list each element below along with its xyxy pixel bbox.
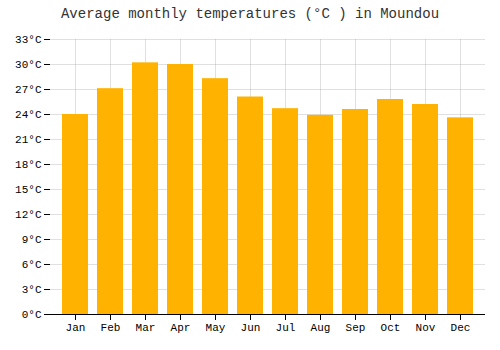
svg-text:Apr: Apr	[171, 322, 191, 334]
svg-text:6°C: 6°C	[22, 259, 42, 271]
svg-text:18°C: 18°C	[15, 159, 42, 171]
svg-text:33°C: 33°C	[15, 34, 42, 46]
svg-text:9°C: 9°C	[22, 234, 42, 246]
svg-text:3°C: 3°C	[22, 284, 42, 296]
svg-text:Jul: Jul	[276, 322, 296, 334]
svg-text:Nov: Nov	[416, 322, 436, 334]
svg-text:Sep: Sep	[346, 322, 366, 334]
svg-text:Jan: Jan	[66, 322, 86, 334]
svg-text:30°C: 30°C	[15, 59, 42, 71]
svg-text:27°C: 27°C	[15, 84, 42, 96]
svg-text:Mar: Mar	[136, 322, 156, 334]
svg-text:Oct: Oct	[381, 322, 401, 334]
svg-text:15°C: 15°C	[15, 184, 42, 196]
svg-text:Dec: Dec	[451, 322, 471, 334]
svg-text:Feb: Feb	[101, 322, 121, 334]
svg-text:Aug: Aug	[311, 322, 331, 334]
svg-text:12°C: 12°C	[15, 209, 42, 221]
svg-text:Jun: Jun	[241, 322, 261, 334]
svg-text:0°C: 0°C	[22, 309, 42, 321]
svg-text:24°C: 24°C	[15, 109, 42, 121]
svg-text:May: May	[206, 322, 226, 334]
svg-text:21°C: 21°C	[15, 134, 42, 146]
html-text:Average monthly temperatures (: Average monthly temperatures (°C ) in Mo…	[61, 6, 439, 22]
